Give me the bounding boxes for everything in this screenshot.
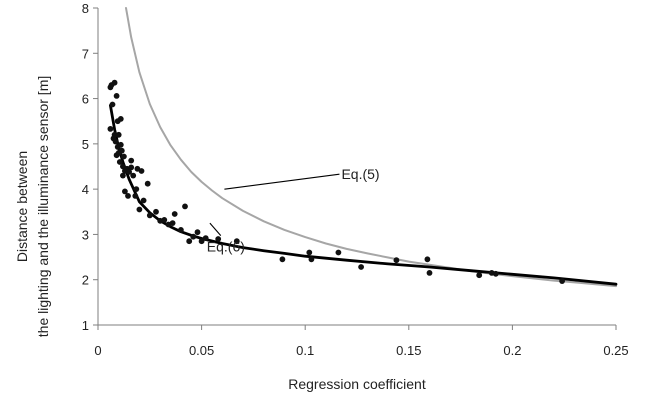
y-axis-title-line-1: Distance between bbox=[14, 151, 30, 262]
data-point bbox=[117, 116, 124, 122]
data-point bbox=[121, 153, 127, 160]
y-tick-label: 4 bbox=[82, 182, 89, 197]
curve-layer bbox=[109, 7, 618, 288]
data-point bbox=[306, 249, 313, 256]
data-point bbox=[136, 206, 143, 213]
annotation-label-eq6: Eq.(6) bbox=[207, 239, 245, 255]
data-point bbox=[133, 186, 140, 193]
y-tick-label: 7 bbox=[82, 46, 89, 61]
data-point bbox=[109, 101, 116, 108]
data-point bbox=[113, 93, 120, 99]
data-point bbox=[169, 220, 176, 227]
data-point bbox=[144, 180, 151, 187]
y-tick-label: 6 bbox=[82, 92, 89, 107]
data-point bbox=[112, 138, 119, 145]
data-point bbox=[426, 270, 433, 276]
data-point bbox=[476, 272, 483, 279]
data-point bbox=[122, 188, 128, 195]
data-point bbox=[233, 238, 240, 245]
data-point bbox=[279, 256, 286, 263]
points-layer bbox=[107, 79, 565, 284]
y-tick-label: 8 bbox=[82, 1, 89, 16]
x-tick-label: 0.1 bbox=[296, 343, 314, 358]
data-point bbox=[190, 233, 197, 240]
data-point bbox=[111, 79, 118, 86]
x-tick-label: 0.15 bbox=[396, 343, 421, 358]
data-point bbox=[125, 193, 131, 199]
data-point bbox=[128, 157, 135, 164]
series-line-eq6 bbox=[109, 104, 618, 286]
data-point bbox=[126, 169, 132, 175]
data-point bbox=[492, 270, 499, 277]
data-point bbox=[117, 141, 124, 148]
data-point bbox=[115, 131, 122, 138]
data-point bbox=[559, 278, 565, 284]
y-tick-label: 2 bbox=[82, 273, 89, 288]
data-point bbox=[182, 203, 188, 210]
data-point bbox=[424, 256, 431, 263]
y-tick-label: 3 bbox=[82, 227, 89, 242]
data-point bbox=[393, 257, 400, 264]
data-point bbox=[138, 168, 145, 174]
y-tick-label: 5 bbox=[82, 137, 89, 152]
axes-layer: 1 2 3 4 5 6 7 8 0 0.05 0.1 0.15 0.2 0.25 bbox=[82, 1, 629, 358]
x-tick-label: 0 bbox=[94, 343, 101, 358]
data-point bbox=[186, 238, 193, 245]
data-point bbox=[120, 172, 126, 179]
data-point bbox=[118, 147, 125, 154]
y-axis-title-line-2: the lighting and the illuminance sensor … bbox=[35, 76, 51, 337]
data-point bbox=[171, 211, 178, 217]
annotation-layer: Eq.(5) Eq.(6) bbox=[207, 166, 380, 254]
x-axis-title: Regression coefficient bbox=[288, 376, 426, 392]
data-point bbox=[358, 264, 364, 270]
x-tick-label: 0.25 bbox=[603, 343, 628, 358]
data-point bbox=[202, 235, 209, 242]
annotation-leader-eq5 bbox=[224, 173, 340, 190]
data-point bbox=[308, 256, 315, 263]
data-point bbox=[128, 164, 135, 171]
x-tick-label: 0.05 bbox=[189, 343, 214, 358]
data-point bbox=[161, 217, 168, 223]
text-layer: Regression coefficient Distance between … bbox=[14, 76, 426, 392]
annotation-label-eq5: Eq.(5) bbox=[341, 166, 379, 182]
data-point bbox=[107, 125, 114, 132]
data-point bbox=[111, 131, 118, 138]
y-tick-label: 1 bbox=[82, 318, 89, 333]
data-point bbox=[335, 249, 342, 256]
annotation-leader-eq6 bbox=[209, 222, 222, 236]
data-point bbox=[140, 197, 147, 204]
data-point bbox=[178, 227, 184, 233]
data-point bbox=[130, 172, 137, 179]
data-point bbox=[153, 208, 159, 215]
data-point bbox=[215, 236, 222, 242]
data-point bbox=[132, 193, 139, 199]
series-line-eq5 bbox=[125, 7, 617, 288]
data-point bbox=[146, 212, 153, 219]
x-tick-label: 0.2 bbox=[503, 343, 521, 358]
data-point bbox=[116, 159, 123, 165]
data-point bbox=[194, 229, 201, 236]
data-point bbox=[198, 238, 205, 245]
